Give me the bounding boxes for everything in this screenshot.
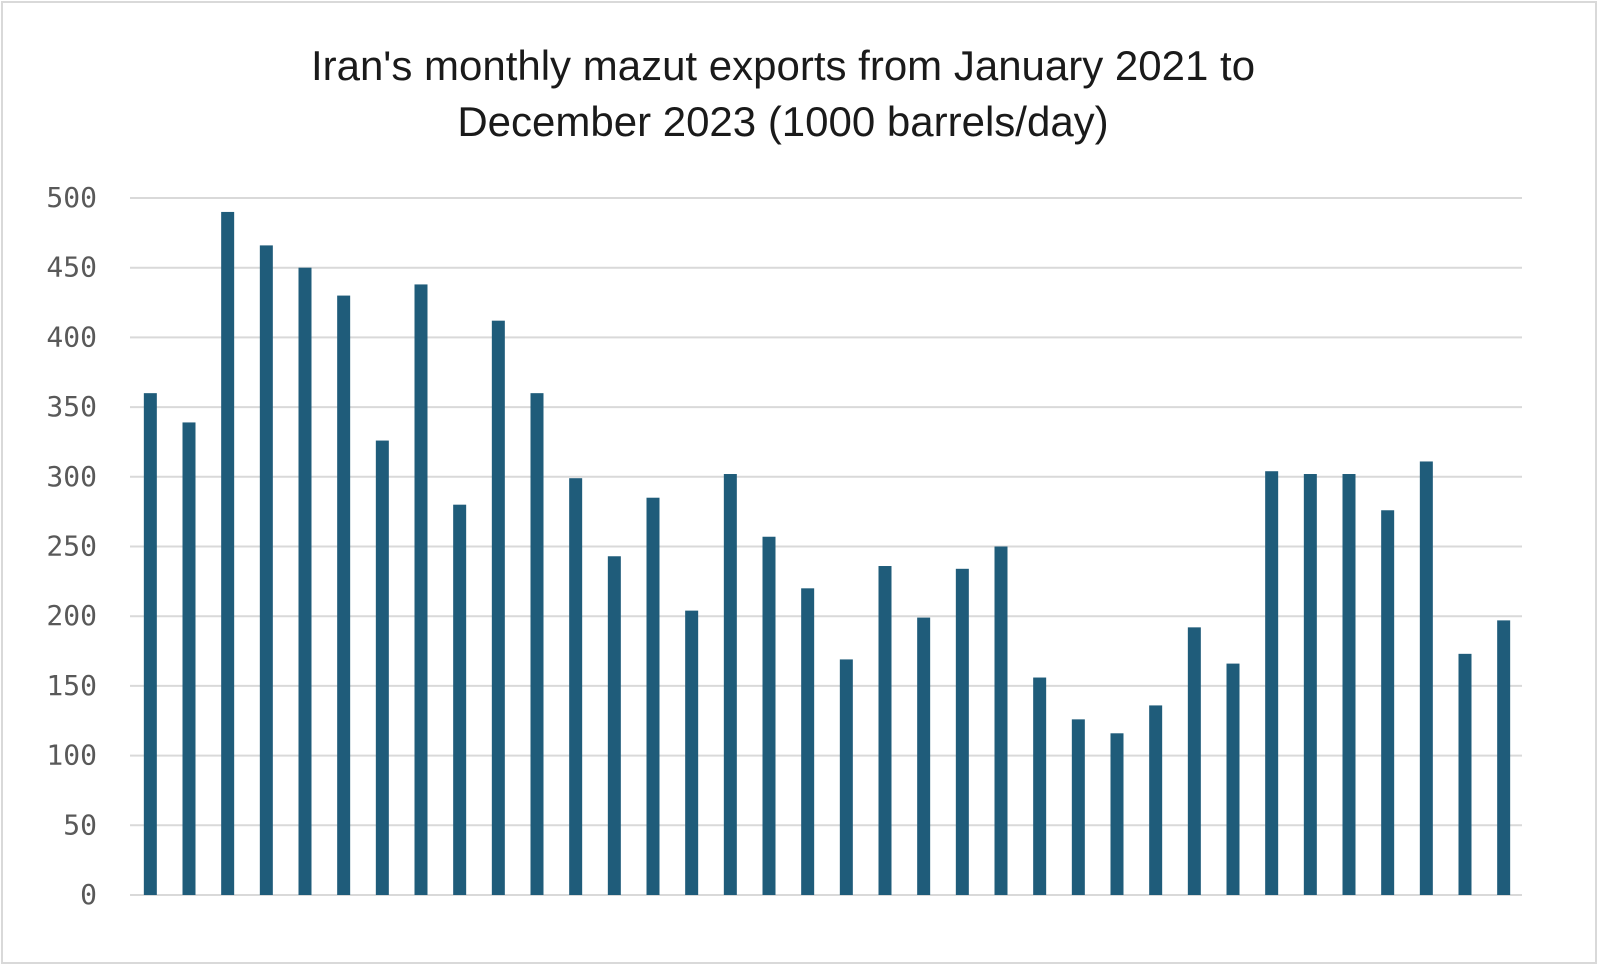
bar	[801, 588, 815, 895]
y-tick-label: 200	[46, 599, 97, 632]
y-tick-label: 300	[46, 460, 97, 493]
bar	[569, 478, 583, 895]
bar	[1187, 627, 1201, 895]
y-tick-label: 400	[46, 320, 97, 353]
bar	[453, 504, 467, 895]
bar	[1226, 663, 1240, 895]
bar	[1458, 653, 1472, 895]
bar	[994, 546, 1008, 895]
chart-title-line2: December 2023 (1000 barrels/day)	[457, 98, 1109, 145]
bar	[298, 267, 312, 895]
bar	[1110, 733, 1124, 895]
bar	[878, 566, 892, 895]
bar	[530, 393, 544, 895]
bar	[762, 536, 776, 895]
bar	[646, 497, 660, 895]
bar	[1381, 510, 1395, 895]
bar	[723, 474, 737, 895]
bar	[1033, 677, 1047, 895]
bar	[685, 610, 699, 895]
bar	[259, 245, 273, 895]
bar	[1071, 719, 1085, 895]
bar	[1265, 471, 1279, 895]
chart-title: Iran's monthly mazut exports from Januar…	[0, 38, 1566, 150]
bar	[839, 659, 853, 895]
bar	[1419, 461, 1433, 895]
y-tick-label: 350	[46, 390, 97, 423]
y-tick-label: 500	[46, 181, 97, 214]
y-tick-label: 0	[80, 878, 97, 911]
bar	[1303, 474, 1317, 895]
y-tick-label: 50	[63, 808, 97, 841]
bar	[221, 211, 235, 895]
bar	[917, 617, 931, 895]
bar	[1342, 474, 1356, 895]
bar	[337, 295, 351, 896]
y-tick-label: 250	[46, 530, 97, 563]
bar	[143, 393, 157, 895]
bar	[414, 284, 428, 896]
chart-title-line1: Iran's monthly mazut exports from Januar…	[310, 42, 1256, 89]
bar	[1149, 705, 1163, 895]
bar	[375, 440, 389, 895]
y-tick-label: 150	[46, 669, 97, 702]
bar	[182, 422, 196, 895]
y-tick-label: 100	[46, 739, 97, 772]
bar	[955, 568, 969, 895]
y-tick-label: 450	[46, 251, 97, 284]
bar	[491, 320, 505, 895]
bar	[1497, 620, 1511, 895]
bar	[607, 556, 621, 895]
